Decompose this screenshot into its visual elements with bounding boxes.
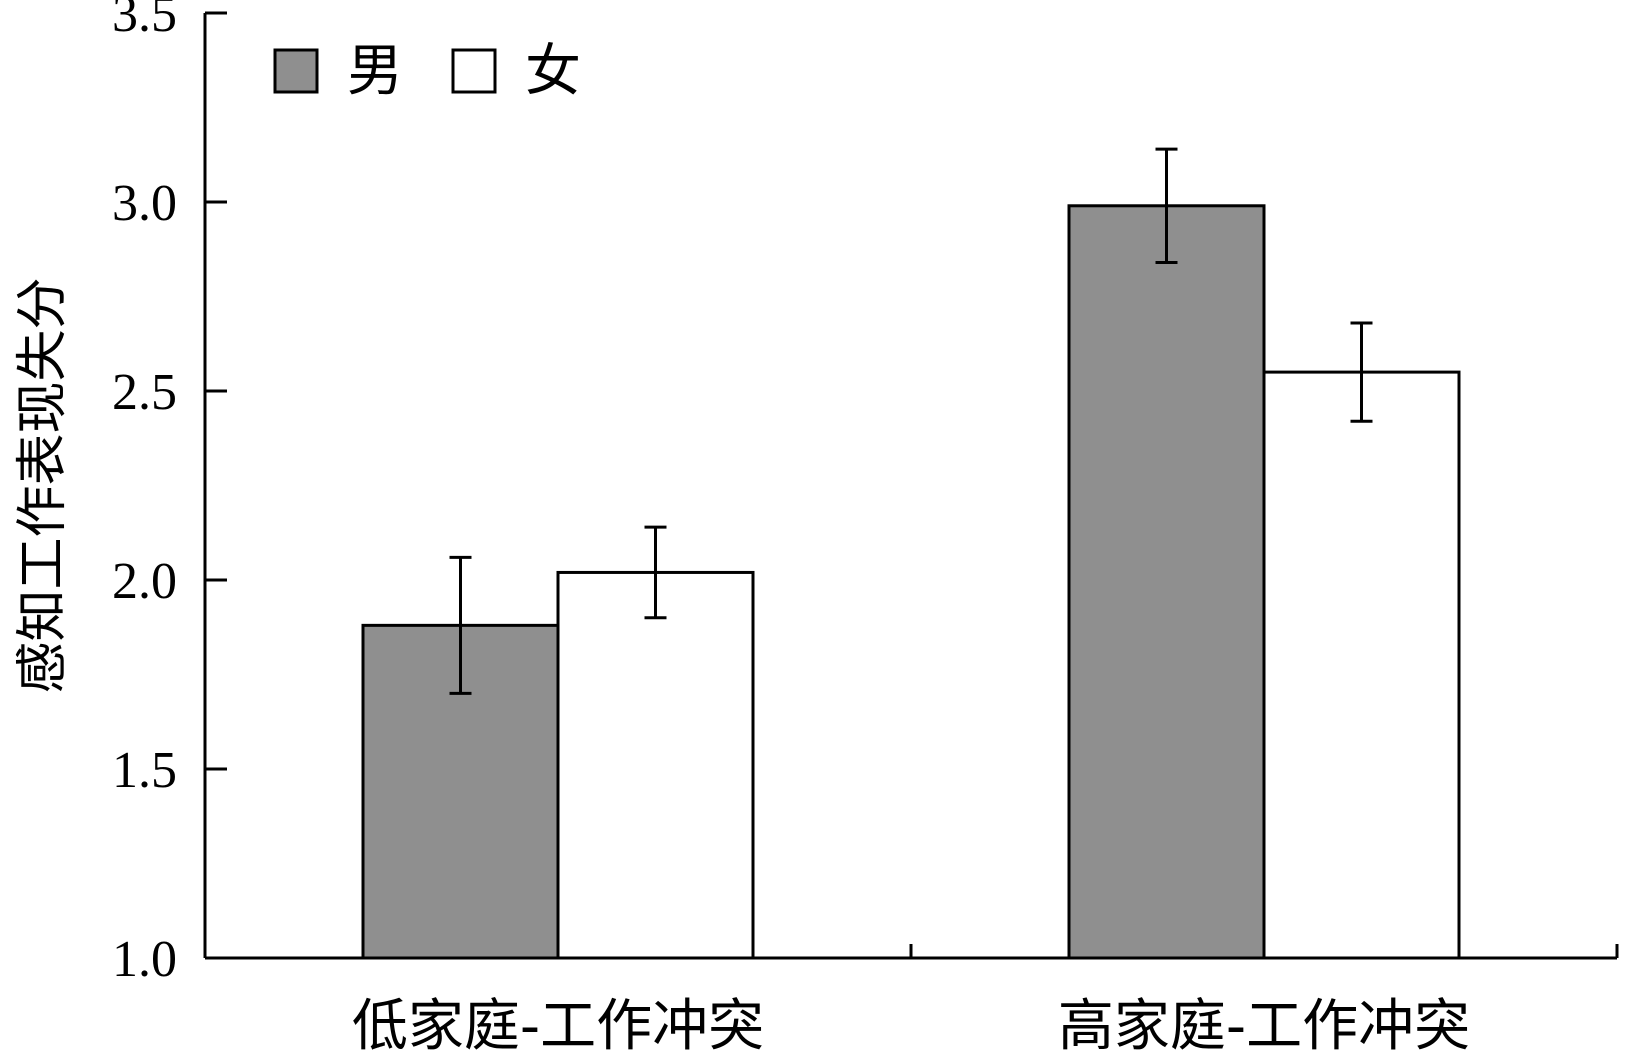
y-tick-label: 2.5 (112, 364, 177, 421)
y-ticks: 1.0 1.5 2.0 2.5 3.0 3.5 (112, 0, 227, 988)
bars (361, 204, 1461, 960)
y-axis-label: 感知工作表现失分 (13, 277, 73, 693)
legend-label-female: 女 (525, 39, 581, 104)
x-categories: 低家庭-工作冲突 高家庭-工作冲突 (352, 994, 1470, 1055)
y-tick-label: 3.5 (112, 0, 177, 43)
y-tick-label: 1.0 (112, 931, 177, 988)
legend-swatch-female (451, 48, 497, 94)
bar-female-1 (1262, 370, 1461, 960)
y-tick-label: 1.5 (112, 742, 177, 799)
y-tick-label: 2.0 (112, 553, 177, 610)
bar-male-1 (1067, 204, 1266, 960)
category-label: 低家庭-工作冲突 (352, 994, 764, 1055)
legend: 男女 (273, 39, 581, 104)
y-tick-label: 3.0 (112, 175, 177, 232)
error-bars (449, 147, 1373, 695)
category-label: 高家庭-工作冲突 (1058, 994, 1470, 1055)
legend-swatch-male (273, 48, 319, 94)
bar-female-0 (556, 570, 755, 960)
legend-label-male: 男 (347, 39, 403, 104)
